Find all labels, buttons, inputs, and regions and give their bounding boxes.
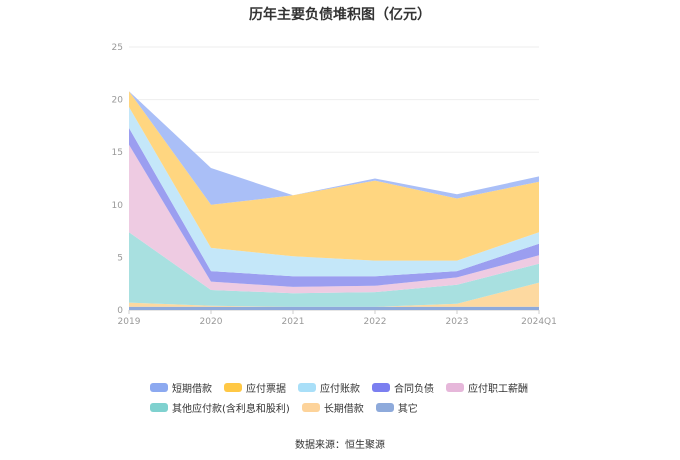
x-tick-label: 2019: [118, 317, 141, 327]
y-tick-label: 5: [117, 253, 123, 263]
y-tick-label: 15: [112, 148, 123, 158]
x-tick-label: 2023: [446, 317, 469, 327]
y-tick-label: 25: [112, 43, 123, 53]
legend-label: 应付票据: [246, 383, 286, 395]
legend-row: 其他应付款(含利息和股利) 长期借款 其它: [150, 398, 570, 416]
legend-label: 短期借款: [172, 383, 212, 395]
legend-item[interactable]: 应付票据: [224, 380, 286, 395]
legend-swatch: [301, 402, 320, 412]
legend-item[interactable]: 其它: [375, 400, 418, 415]
x-tick-label: 2024Q1: [521, 317, 557, 327]
data-source-note: 数据来源：恒生聚源: [295, 440, 385, 451]
legend-swatch: [375, 402, 394, 412]
x-tick-label: 2021: [282, 317, 305, 327]
x-tick-label: 2022: [364, 317, 387, 327]
legend-label: 应付账款: [320, 383, 360, 395]
legend-label: 其它: [397, 403, 418, 415]
area-series-短期借款: [129, 91, 539, 205]
legend-label: 长期借款: [323, 403, 364, 415]
legend-item[interactable]: 应付账款: [298, 380, 360, 395]
area-series-其它: [129, 306, 539, 310]
legend-label: 合同负债: [394, 383, 434, 395]
legend-swatch: [372, 382, 390, 392]
legend-swatch: [150, 382, 168, 392]
legend-swatch: [150, 402, 168, 412]
x-tick-label: 2020: [200, 317, 223, 327]
area-series-其他应付款(含利息和股利): [129, 232, 539, 307]
legend-item[interactable]: 其他应付款(含利息和股利): [150, 400, 290, 415]
legend-item[interactable]: 合同负债: [372, 380, 434, 395]
chart-title: 历年主要负债堆积图（亿元）: [249, 7, 431, 23]
area-series-长期借款: [129, 282, 539, 307]
legend-label: 其他应付款(含利息和股利): [172, 403, 290, 415]
legend-item[interactable]: 短期借款: [150, 380, 212, 395]
legend-row: 短期借款 应付票据 应付账款 合同负债 应付职工薪酬: [150, 378, 570, 396]
legend: 短期借款 应付票据 应付账款 合同负债 应付职工薪酬 其他应付款(含利息和股利) 长期借款…: [150, 378, 570, 418]
legend-swatch: [446, 382, 464, 392]
y-tick-label: 10: [112, 201, 124, 211]
legend-swatch: [298, 382, 316, 392]
legend-swatch: [224, 382, 242, 392]
area-series-应付票据: [129, 91, 539, 261]
y-tick-label: 20: [112, 96, 124, 106]
legend-item[interactable]: 应付职工薪酬: [446, 380, 528, 395]
y-tick-label: 0: [117, 306, 123, 316]
legend-label: 应付职工薪酬: [468, 383, 528, 395]
legend-item[interactable]: 长期借款: [301, 400, 364, 415]
